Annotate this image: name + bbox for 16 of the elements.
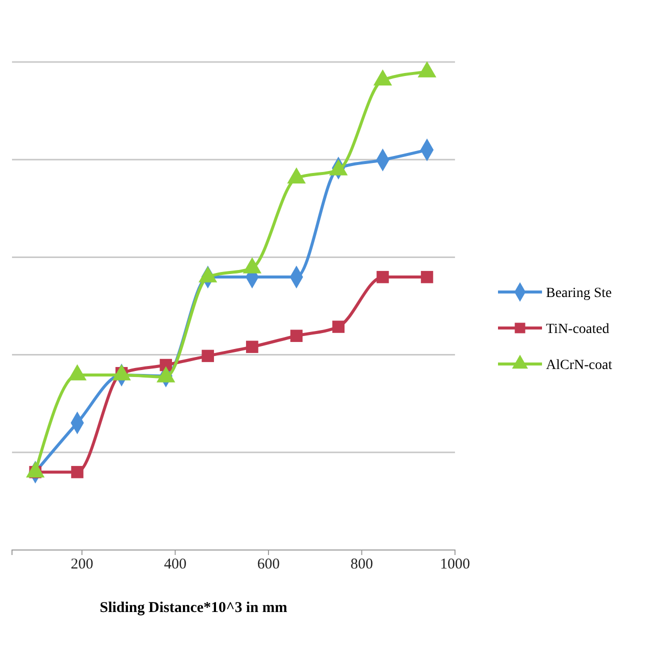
point (376, 270, 389, 284)
x-tick-label: 400 (164, 556, 186, 573)
point (71, 466, 84, 478)
point (202, 350, 214, 362)
x-tick-label: 600 (257, 556, 280, 573)
legend-label: AlCrN-coat (546, 358, 612, 373)
point (332, 320, 345, 333)
point (290, 330, 303, 342)
x-tick-label: 800 (350, 556, 373, 573)
x-tick-label: 1000 (440, 556, 470, 573)
point (420, 270, 434, 284)
point (246, 340, 258, 353)
legend-label: TiN-coated (546, 322, 610, 337)
x-axis-title: Sliding Distance*10^3 in mm (100, 600, 288, 616)
legend-label: Bearing Ste (546, 286, 612, 301)
x-tick-label: 200 (70, 556, 94, 573)
